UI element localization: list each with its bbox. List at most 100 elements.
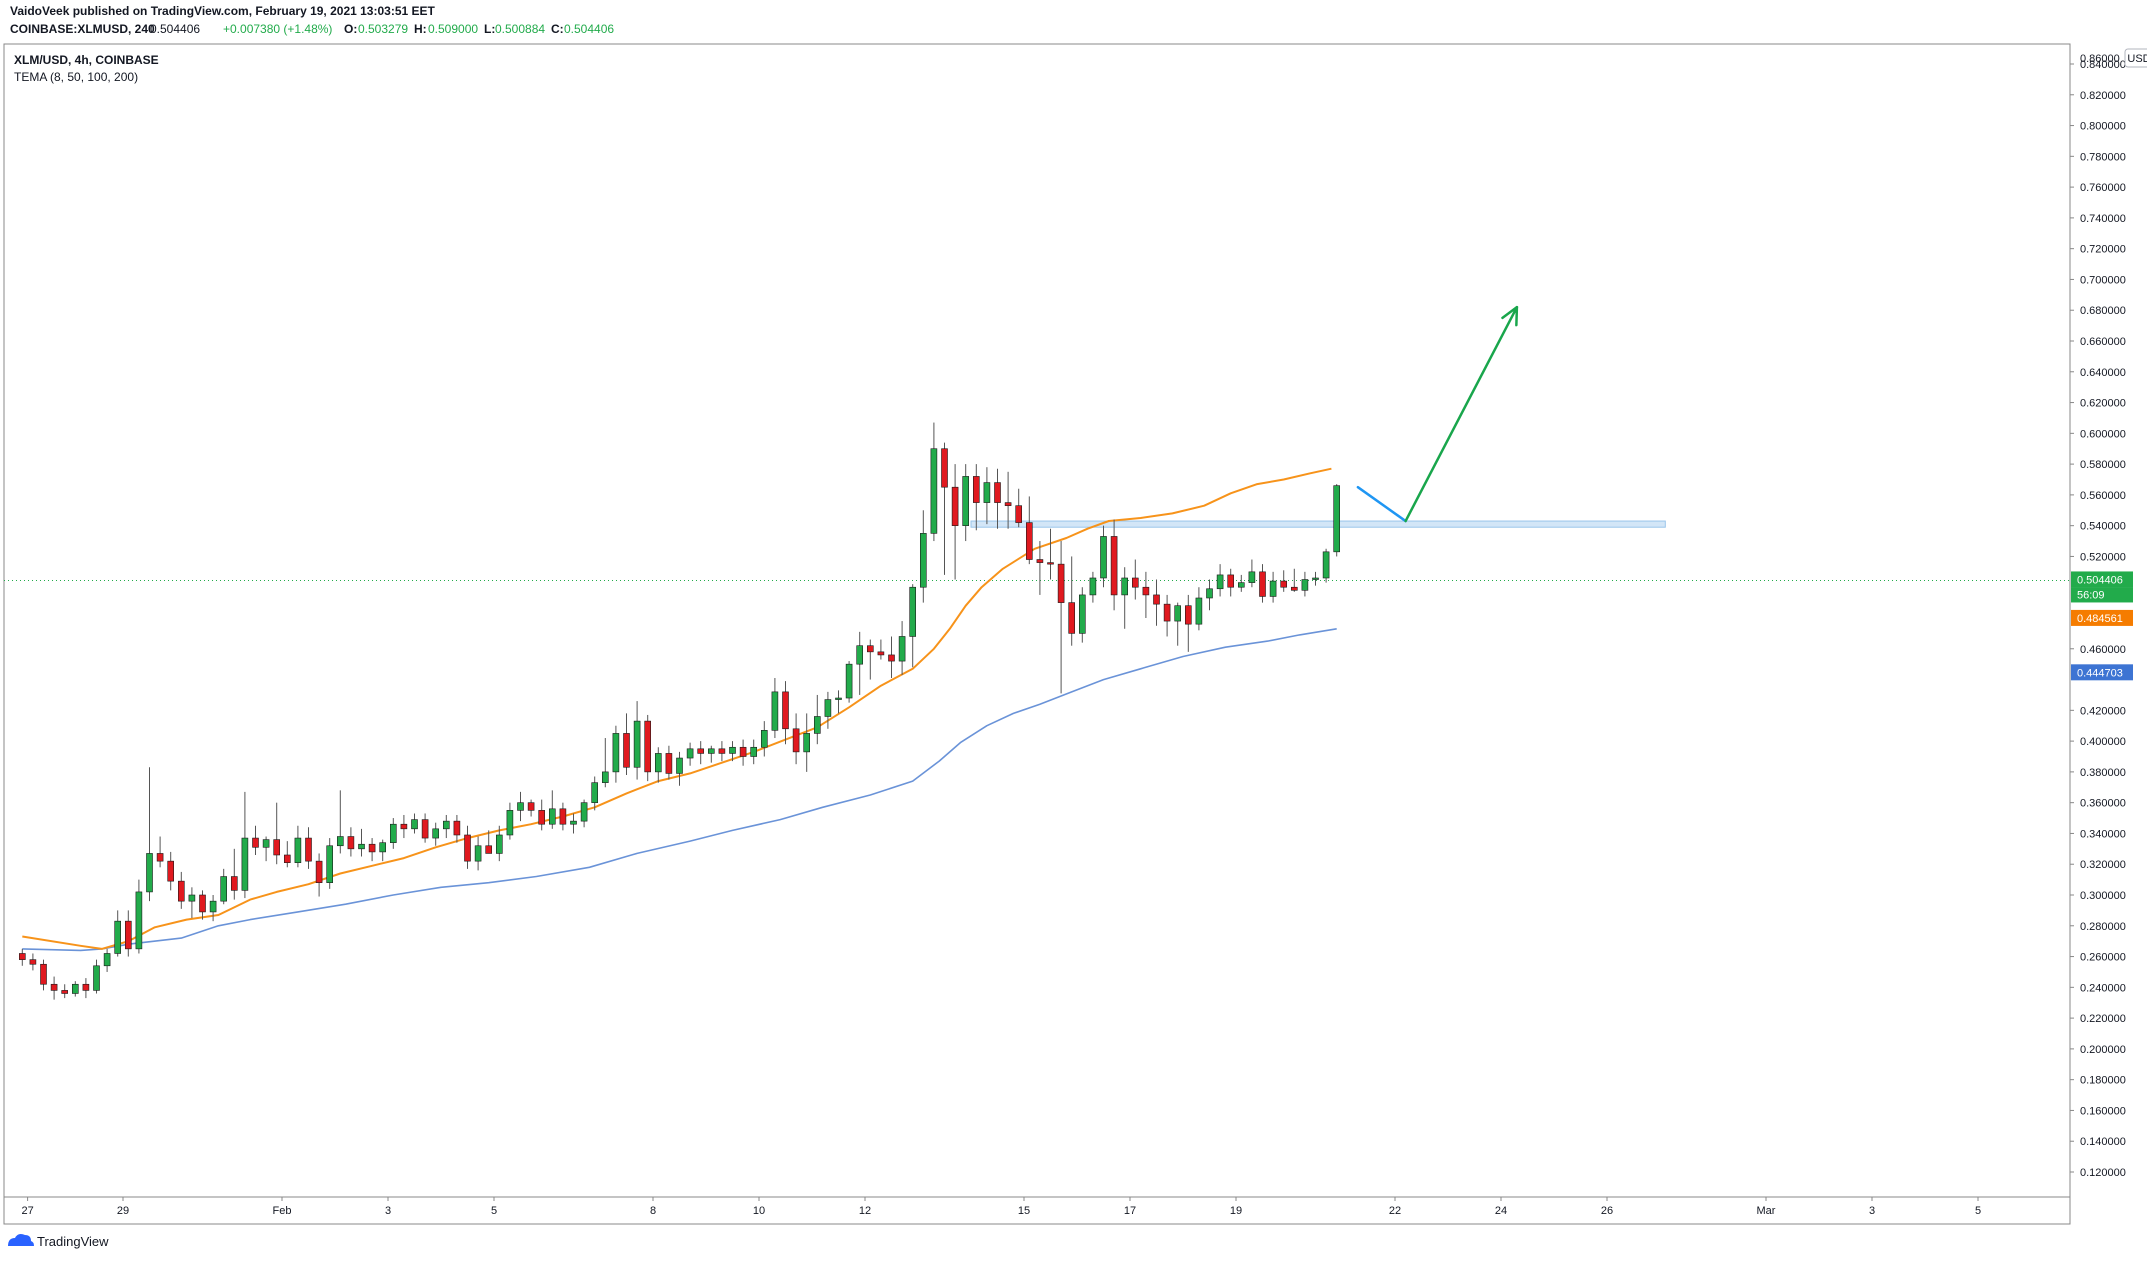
candle-body bbox=[1301, 579, 1309, 591]
candle bbox=[1195, 587, 1203, 631]
tema-lines bbox=[22, 467, 1337, 952]
candle-body bbox=[1291, 586, 1298, 591]
candle bbox=[951, 464, 959, 580]
y-tick-label: 0.800000 bbox=[2080, 121, 2126, 133]
y-tick-label: 0.740000 bbox=[2080, 213, 2126, 225]
tema-blue-badge: 0.444703 bbox=[2071, 664, 2133, 681]
candle-body bbox=[1089, 577, 1097, 596]
candle-body bbox=[633, 720, 641, 768]
candle bbox=[1291, 568, 1298, 592]
candle bbox=[601, 738, 609, 788]
candle bbox=[1259, 564, 1266, 603]
candle-body bbox=[1015, 505, 1023, 523]
candle-body bbox=[336, 836, 344, 847]
candle bbox=[29, 953, 37, 971]
y-tick-label: 0.120000 bbox=[2080, 1167, 2126, 1179]
candle-body bbox=[1216, 574, 1224, 590]
candle-body bbox=[866, 645, 874, 653]
candle bbox=[538, 799, 546, 831]
candle bbox=[379, 839, 387, 862]
y-tick-label: 0.360000 bbox=[2080, 798, 2126, 810]
price-axis[interactable]: 0.840000 0.820000 0.800000 0.780000 0.760000… bbox=[2070, 59, 2126, 1179]
candle bbox=[209, 895, 217, 922]
x-tick-label: 29 bbox=[117, 1205, 129, 1217]
tradingview-logo[interactable]: TradingView bbox=[8, 1234, 109, 1249]
currency-button-frame bbox=[2124, 48, 2147, 68]
time-axis[interactable]: 27 29 Feb 3 5 8 10 12 15 17 19 22 24 26 Mar 3 5 bbox=[21, 1197, 1981, 1217]
y-tick-label: 0.140000 bbox=[2080, 1136, 2126, 1148]
candle-body bbox=[283, 854, 291, 863]
candle bbox=[877, 639, 885, 660]
candle-body bbox=[146, 853, 153, 893]
price-badges: 0.86000 0.504406 56:09 0.484561 0.444703 bbox=[2071, 53, 2133, 681]
y-tick-label: 0.180000 bbox=[2080, 1075, 2126, 1087]
candle bbox=[315, 853, 323, 897]
candle bbox=[919, 510, 927, 603]
candle bbox=[146, 767, 153, 902]
candle-body bbox=[29, 959, 37, 965]
candle-body bbox=[1036, 559, 1044, 563]
candle bbox=[241, 791, 249, 899]
candle-body bbox=[167, 860, 174, 882]
candle bbox=[527, 799, 535, 817]
candle bbox=[61, 984, 69, 999]
countdown-badge-bg bbox=[2071, 587, 2133, 603]
candle-body bbox=[729, 746, 736, 754]
candle bbox=[782, 681, 789, 745]
candle-body bbox=[697, 748, 705, 754]
candle-body bbox=[1047, 562, 1054, 565]
candle-body bbox=[1026, 522, 1033, 560]
y-tick-label: 0.380000 bbox=[2080, 767, 2126, 779]
candle-body bbox=[61, 990, 69, 994]
candle bbox=[1068, 556, 1075, 646]
candle-body bbox=[495, 834, 503, 854]
candle bbox=[1079, 587, 1086, 643]
candle-body bbox=[1142, 586, 1150, 596]
candle bbox=[1227, 568, 1234, 597]
candle-body bbox=[1269, 580, 1277, 597]
candle bbox=[1322, 548, 1330, 583]
candle bbox=[1312, 571, 1319, 586]
candle-body bbox=[156, 853, 164, 862]
candle bbox=[1280, 570, 1287, 592]
ohlc-symbol: COINBASE:XLMUSD, 240 bbox=[10, 22, 155, 36]
candle-body bbox=[856, 645, 864, 665]
candle-body bbox=[760, 730, 768, 748]
candle bbox=[983, 467, 991, 525]
candle bbox=[1132, 559, 1139, 600]
y-tick-label: 0.280000 bbox=[2080, 921, 2126, 933]
ohlc-change: +0.007380 (+1.48%) bbox=[223, 22, 332, 36]
candle bbox=[1121, 567, 1128, 629]
candle bbox=[548, 790, 556, 829]
candle-body bbox=[199, 894, 206, 913]
candle bbox=[1248, 559, 1256, 588]
tema-orange-badge: 0.484561 bbox=[2071, 609, 2133, 626]
resistance-zone bbox=[970, 520, 1666, 528]
candle bbox=[167, 851, 174, 891]
candle bbox=[1110, 519, 1118, 611]
candle-body bbox=[1322, 551, 1330, 579]
candle bbox=[252, 825, 259, 855]
candle-body bbox=[570, 820, 577, 825]
candle-body bbox=[114, 920, 121, 954]
currency-label: USD bbox=[2127, 53, 2147, 65]
y-tick-label: 0.320000 bbox=[2080, 859, 2126, 871]
candle-body bbox=[559, 808, 567, 825]
candle-body bbox=[623, 733, 630, 768]
candle bbox=[358, 828, 365, 857]
currency-button[interactable]: USD bbox=[2124, 48, 2147, 68]
candle bbox=[962, 464, 970, 542]
ohlc-h-label: H: bbox=[414, 22, 427, 36]
y-tick-label: 0.840000 bbox=[2080, 59, 2126, 71]
x-tick-label: 22 bbox=[1389, 1205, 1401, 1217]
candle bbox=[888, 636, 895, 679]
candle bbox=[1269, 571, 1277, 603]
candle bbox=[866, 639, 874, 680]
candle-body bbox=[400, 823, 408, 830]
x-tick-label: 5 bbox=[491, 1205, 497, 1217]
y-tick-label: 0.520000 bbox=[2080, 551, 2126, 563]
y-tick-label: 0.660000 bbox=[2080, 336, 2126, 348]
projection-blue-arrow bbox=[1356, 485, 1407, 523]
candle bbox=[824, 691, 832, 729]
